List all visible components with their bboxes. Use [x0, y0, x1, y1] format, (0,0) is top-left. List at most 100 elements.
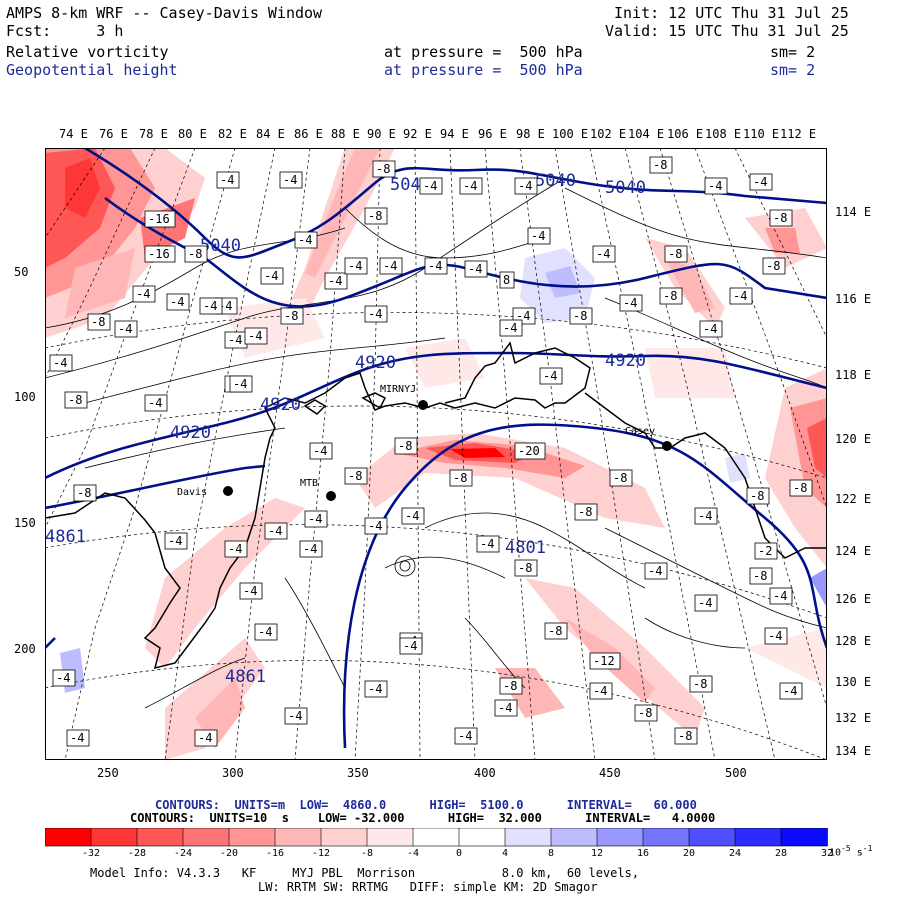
vorticity-contour-label: -4	[773, 589, 787, 603]
vorticity-label-box	[494, 699, 518, 717]
top-axis-label: 98 E	[516, 127, 545, 141]
height-contour-label: 5040	[535, 171, 576, 191]
vorticity-contour-label: -4	[220, 173, 234, 187]
colorbar-tick-label: 16	[636, 848, 650, 859]
vorticity-label-box	[449, 469, 473, 487]
colorbar-tick-label: -12	[311, 848, 331, 859]
vorticity-label-box	[754, 542, 778, 560]
vorticity-contour-label: -4	[703, 322, 717, 336]
right-axis-label: 130 E	[835, 675, 872, 689]
vorticity-label-box	[184, 245, 208, 263]
right-axis-label: 122 E	[835, 492, 872, 506]
vorticity-contour-label: -4	[531, 229, 545, 243]
vorticity-label-box	[401, 507, 425, 525]
vorticity-contour-label: -4	[148, 396, 162, 410]
vorticity-label-box	[144, 394, 168, 412]
vorticity-contour-label: -4	[648, 564, 662, 578]
right-axis-label: 128 E	[835, 634, 872, 648]
colorbar-tick-label: -24	[173, 848, 193, 859]
colorbar-swatch	[228, 828, 276, 847]
vorticity-contour-label: -4	[248, 329, 262, 343]
vorticity-label-box	[544, 622, 568, 640]
height-contour-label: 5040	[200, 236, 241, 256]
vorticity-contour-label: -4	[708, 179, 722, 193]
forecast-hour: Fcst: 3 h	[6, 22, 124, 40]
vorticity-contour-label: -4	[423, 179, 437, 193]
vorticity-contour-label: -8	[793, 481, 807, 495]
colorbar-tick-label: 8	[547, 848, 555, 859]
vorticity-contour-label: -4	[458, 729, 472, 743]
vorticity-contour-label: -4	[368, 682, 382, 696]
vorticity-shading	[45, 148, 827, 760]
vorticity-label-box	[589, 682, 613, 700]
vorticity-contour-label: -4	[264, 269, 278, 283]
vorticity-label-box	[73, 484, 97, 502]
map-frame	[45, 148, 827, 760]
top-axis-label: 86 E	[294, 127, 323, 141]
vorticity-contour-label: -4	[768, 629, 782, 643]
vorticity-contour-label: -2	[758, 544, 772, 558]
left-axis-label: 50	[14, 265, 29, 279]
vorticity-contour-label: -8	[518, 561, 532, 575]
left-axis-label: 100	[14, 390, 36, 404]
vorticity-label-box	[464, 260, 488, 278]
bottom-axis-label: 300	[222, 766, 244, 780]
vorticity-contour-label: -4	[268, 524, 282, 538]
vorticity-contour-label: -8	[548, 624, 562, 638]
vorticity-contour-label: -8	[453, 471, 467, 485]
vorticity-label-box	[459, 177, 483, 195]
vorticity-label-box	[762, 257, 786, 275]
vorticity-label-box	[749, 173, 773, 191]
coast-main	[45, 341, 591, 670]
vorticity-label-box	[364, 207, 388, 225]
vorticity-label-box	[789, 479, 813, 497]
height-contour-label: 4861	[45, 527, 86, 547]
vorticity-contour-label: -8	[693, 677, 707, 691]
vorticity-label-box	[144, 245, 176, 263]
vorticity-label-box	[379, 257, 403, 275]
vorticity-contour-label: -4	[170, 295, 184, 309]
vorticity-label-box	[704, 177, 728, 195]
vorticity-contour-label: -8	[663, 289, 677, 303]
vorticity-label-box	[527, 227, 551, 245]
top-axis-label: 94 E	[440, 127, 469, 141]
vorticity-contour-label: -4	[228, 333, 242, 347]
vorticity-contour-label: -16	[148, 247, 170, 261]
vorticity-contour-label: -8	[750, 489, 764, 503]
station-label-mtb: MTB	[300, 478, 318, 489]
right-axis-label: 124 E	[835, 544, 872, 558]
colorbar-swatch	[320, 828, 368, 847]
vorticity-label-box	[664, 245, 688, 263]
valid-time: Valid: 15 UTC Thu 31 Jul 25	[605, 22, 849, 40]
vorticity-label-box	[589, 652, 621, 670]
vorticity-contour-label: -4	[543, 369, 557, 383]
top-axis-label: 104 E	[628, 127, 665, 141]
top-axis-label: 96 E	[478, 127, 507, 141]
vorticity-contour-info: CONTOURS: UNITS=10 s LOW= -32.000 HIGH= …	[130, 811, 716, 825]
vorticity-contour-label: -4	[198, 731, 212, 745]
vorticity-label-box	[729, 287, 753, 305]
vorticity-label-box	[499, 271, 515, 289]
colorbar-swatch	[550, 828, 598, 847]
vorticity-label-box	[279, 171, 303, 189]
vorticity-contour-label: -8	[348, 469, 362, 483]
vorticity-label-box	[372, 160, 396, 178]
left-axis-label: 200	[14, 642, 36, 656]
field1-name: Relative vorticity	[6, 43, 169, 61]
vorticity-label-box	[569, 307, 593, 325]
vorticity-label-box	[514, 559, 538, 577]
vorticity-contour-label: -4	[503, 321, 517, 335]
vorticity-label-box	[216, 171, 240, 189]
colorbar-tick-label: 0	[455, 848, 463, 859]
colorbar-swatch	[642, 828, 690, 847]
vorticity-label-box	[619, 294, 643, 312]
vorticity-contour-label: -4	[283, 173, 297, 187]
vorticity-label-box	[132, 285, 156, 303]
station-label-casey: Casey	[625, 426, 655, 437]
field2-name: Geopotential height	[6, 61, 178, 79]
vorticity-label-box	[294, 231, 318, 249]
right-axis-label: 126 E	[835, 592, 872, 606]
coastline	[45, 341, 827, 670]
height-contour-label: 4920	[260, 395, 301, 415]
vorticity-contour-label: -8	[376, 162, 390, 176]
